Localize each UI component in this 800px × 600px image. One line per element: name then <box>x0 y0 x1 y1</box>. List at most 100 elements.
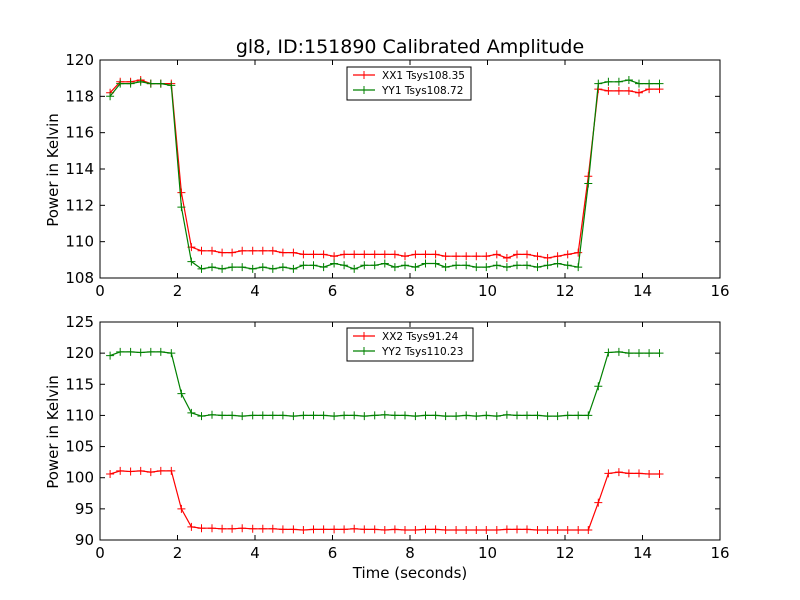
data-point-yy2 <box>218 411 227 420</box>
data-point-xx1 <box>309 250 318 259</box>
data-point-yy1 <box>116 79 125 88</box>
data-point-xx2 <box>187 522 196 531</box>
data-point-xx2 <box>258 524 267 533</box>
legend-label-yy2: YY2 Tsys110.23 <box>381 346 463 358</box>
data-point-yy2 <box>401 411 409 420</box>
data-point-xx2 <box>462 526 471 534</box>
top-plot-frame <box>99 59 721 279</box>
bottom-tick-labels: 0 2 4 6 8 10 12 14 16 90 95 100 105 110 115 120 125 <box>65 313 729 562</box>
top-x-tick-label: 6 <box>328 282 338 300</box>
data-point-xx1 <box>502 254 511 262</box>
data-point-yy1 <box>208 263 216 272</box>
data-point-xx2 <box>248 524 257 533</box>
data-point-yy2 <box>248 411 257 420</box>
top-tick-labels: 0 2 4 6 8 10 12 14 16 108 110 112 114 116 118 120 <box>65 51 729 300</box>
data-point-yy1 <box>187 257 196 266</box>
data-point-xx2 <box>299 526 308 534</box>
data-point-xx2 <box>441 526 450 534</box>
data-point-xx2 <box>574 526 583 534</box>
top-x-tick-label: 12 <box>555 282 574 300</box>
bottom-plot-frame <box>99 321 721 541</box>
data-point-yy2 <box>421 411 430 420</box>
data-point-yy2 <box>238 412 247 421</box>
data-point-xx2 <box>533 526 542 534</box>
data-point-yy2 <box>146 347 155 356</box>
data-point-yy1 <box>533 263 542 272</box>
data-point-xx2 <box>340 525 349 534</box>
data-point-xx1 <box>553 252 562 261</box>
data-point-yy2 <box>513 411 521 420</box>
data-point-xx2 <box>594 498 603 507</box>
top-y-tick-label: 112 <box>65 196 94 214</box>
data-point-yy1 <box>614 77 623 86</box>
data-point-yy2 <box>431 411 440 420</box>
data-point-xx2 <box>584 526 593 534</box>
bottom-y-tick-label: 90 <box>75 531 94 549</box>
bottom-y-tick-label: 105 <box>65 438 94 456</box>
data-point-xx1 <box>492 250 501 259</box>
data-point-yy2 <box>604 348 613 357</box>
data-point-yy2 <box>645 349 654 358</box>
bottom-legend-frame <box>346 327 474 362</box>
data-point-xx2 <box>330 525 339 534</box>
data-point-xx2 <box>614 468 623 477</box>
data-point-xx1 <box>421 250 430 259</box>
data-point-xx2 <box>177 504 186 513</box>
data-point-xx1 <box>228 248 237 257</box>
data-point-xx2 <box>370 525 379 534</box>
data-point-yy2 <box>635 349 643 358</box>
data-point-xx2 <box>106 470 115 478</box>
data-point-yy1 <box>502 263 511 272</box>
data-point-xx1 <box>177 188 186 197</box>
top-x-tick-label: 2 <box>173 282 183 300</box>
data-point-yy2 <box>268 411 277 420</box>
data-point-yy1 <box>126 79 135 88</box>
data-point-xx1 <box>390 250 399 259</box>
data-point-yy2 <box>390 411 399 420</box>
data-point-yy2 <box>563 411 572 420</box>
data-point-yy1 <box>299 261 308 270</box>
data-point-yy2 <box>360 412 369 421</box>
data-point-xx2 <box>401 526 409 534</box>
data-point-xx1 <box>574 248 583 257</box>
data-point-yy2 <box>523 411 531 420</box>
data-point-yy1 <box>492 261 501 270</box>
bottom-y-tick-label: 125 <box>65 313 94 331</box>
data-point-xx1 <box>268 246 277 255</box>
data-point-yy2 <box>553 412 562 421</box>
data-point-xx2 <box>523 525 531 534</box>
data-point-xx1 <box>482 252 491 261</box>
bottom-x-tick-label: 16 <box>710 544 729 562</box>
data-point-xx2 <box>116 466 125 475</box>
data-point-xx2 <box>238 524 247 533</box>
data-point-xx2 <box>126 467 135 476</box>
data-point-yy2 <box>319 411 328 420</box>
data-point-xx1 <box>401 252 409 261</box>
x-axis-label: Time (seconds) <box>352 564 468 582</box>
top-x-tick-label: 10 <box>478 282 497 300</box>
top-y-tick-label: 108 <box>65 269 94 287</box>
bottom-y-tick-label: 100 <box>65 469 94 487</box>
data-point-xx2 <box>268 524 277 533</box>
data-point-yy2 <box>462 411 471 420</box>
data-point-yy2 <box>594 382 603 391</box>
legend-marker-xx1 <box>360 71 368 79</box>
data-point-yy1 <box>421 259 430 268</box>
chart-title: gl8, ID:151890 Calibrated Amplitude <box>236 36 584 58</box>
data-point-xx1 <box>452 252 461 261</box>
top-x-tick-label: 14 <box>633 282 652 300</box>
bottom-y-tick-label: 95 <box>75 500 94 518</box>
data-point-xx1 <box>472 252 481 261</box>
data-point-yy1 <box>563 261 572 270</box>
data-point-yy1 <box>462 261 471 270</box>
data-point-xx1 <box>238 246 247 255</box>
bottom-x-tick-label: 6 <box>328 544 338 562</box>
bottom-y-tick-label: 120 <box>65 344 94 362</box>
bottom-y-tick-label: 115 <box>65 375 94 393</box>
data-point-xx1 <box>299 250 308 259</box>
data-point-yy1 <box>655 79 664 88</box>
data-point-yy2 <box>655 349 664 358</box>
data-point-xx1 <box>431 250 440 259</box>
data-point-yy1 <box>624 76 633 84</box>
data-point-yy2 <box>167 349 176 358</box>
